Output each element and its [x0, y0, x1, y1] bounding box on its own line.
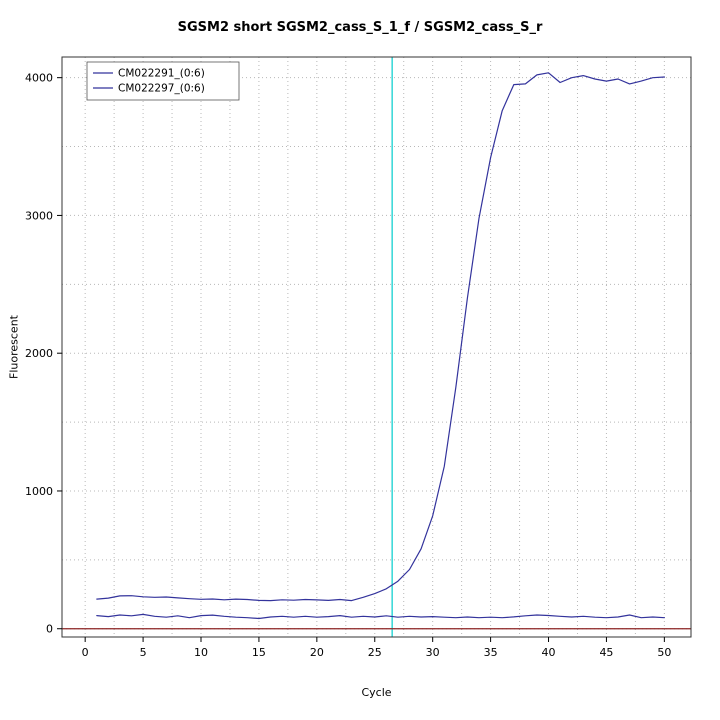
y-tick-label: 3000 — [25, 209, 53, 222]
x-tick-label: 5 — [140, 646, 147, 659]
x-axis-title: Cycle — [361, 686, 392, 699]
legend-box — [86, 61, 240, 101]
x-tick-label: 10 — [194, 646, 208, 659]
x-tick-label: 25 — [368, 646, 382, 659]
y-tick-label: 2000 — [25, 347, 53, 360]
series-line-0 — [96, 72, 666, 602]
x-tick-label: 50 — [657, 646, 671, 659]
legend-label-1: CM022297_(0:6) — [118, 83, 205, 95]
series-line-1 — [96, 613, 666, 620]
y-tick-label: 4000 — [25, 72, 53, 85]
x-tick-label: 35 — [484, 646, 498, 659]
x-tick-label: 40 — [542, 646, 556, 659]
x-tick-label: 15 — [252, 646, 266, 659]
chart-title: SGSM2 short SGSM2_cass_S_1_f / SGSM2_cas… — [177, 20, 543, 35]
y-tick-label: 1000 — [25, 485, 53, 498]
x-tick-label: 0 — [82, 646, 89, 659]
x-tick-label: 30 — [426, 646, 440, 659]
x-tick-label: 20 — [310, 646, 324, 659]
x-tick-label: 45 — [599, 646, 613, 659]
y-tick-label: 0 — [46, 623, 53, 636]
plot-box — [61, 56, 692, 638]
legend-label-0: CM022291_(0:6) — [118, 68, 205, 80]
